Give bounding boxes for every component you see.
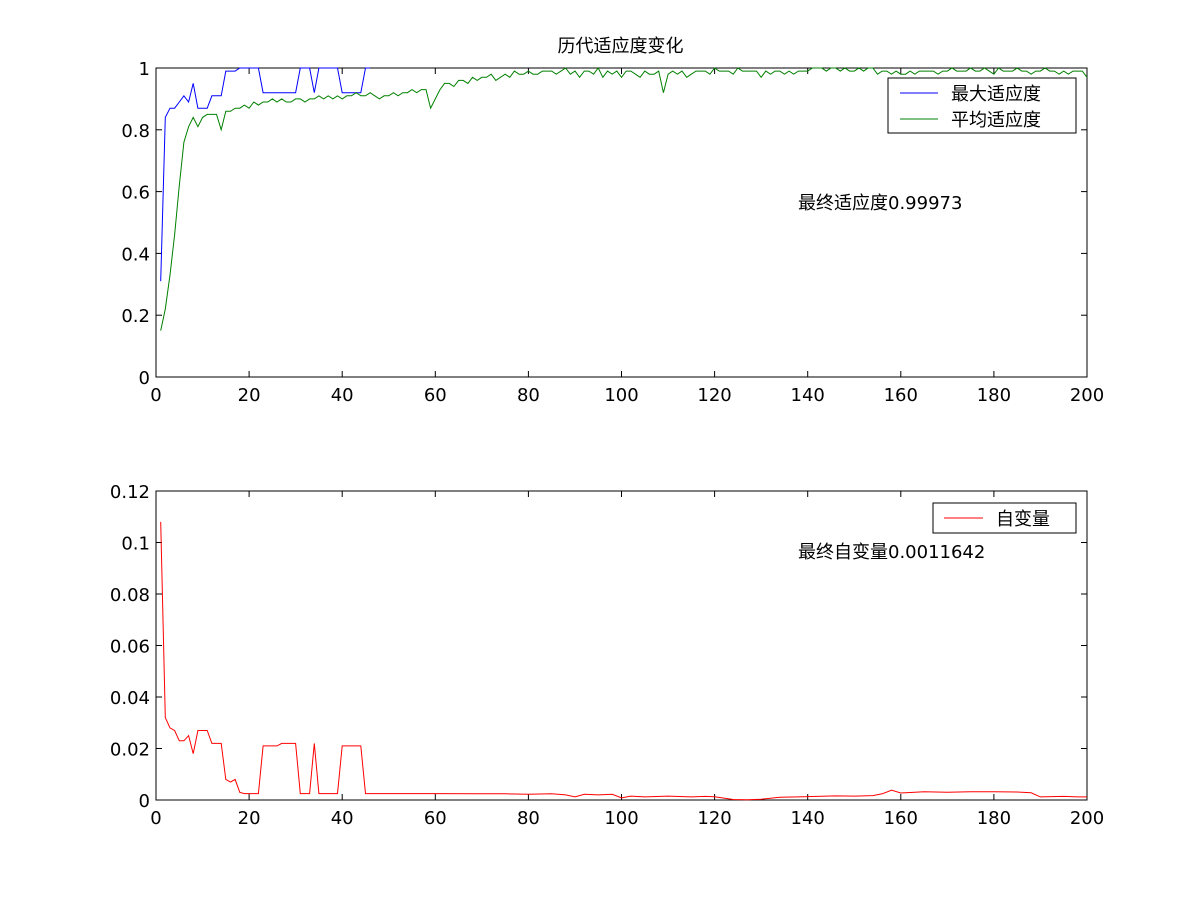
x-axis: 0 20 40 60 80 100 120 140 160 180 200 (150, 491, 1104, 829)
x-tick-label: 80 (517, 385, 540, 406)
y-tick-label: 0.12 (110, 482, 150, 503)
series-lines (160, 67, 1088, 331)
legend-label-max: 最大适应度 (951, 84, 1041, 105)
fitness-plot: 历代适应度变化 0 20 40 60 80 100 120 140 160 180 200 0 0.2… (121, 36, 1104, 406)
y-tick-label: 0 (139, 368, 150, 389)
x-tick-label: 200 (1070, 385, 1104, 406)
legend-box (887, 77, 1077, 134)
series-line-0 (160, 67, 371, 282)
series-lines (160, 521, 1087, 801)
x-tick-label: 80 (517, 808, 540, 829)
y-tick-label: 0.8 (121, 121, 150, 142)
x-tick-label: 40 (331, 385, 354, 406)
variable-plot: 0 20 40 60 80 100 120 140 160 180 200 0 0.02 0.04 0.0… (110, 482, 1104, 829)
x-tick-label: 0 (150, 385, 161, 406)
x-tick-label: 140 (791, 808, 825, 829)
legend-label-variable: 自变量 (996, 509, 1050, 530)
x-tick-label: 180 (977, 385, 1011, 406)
x-tick-label: 160 (884, 385, 918, 406)
series-line-1 (160, 67, 1088, 331)
legend: 最大适应度 平均适应度 (887, 77, 1077, 134)
y-axis: 0 0.02 0.04 0.06 0.08 0.1 0.12 (110, 482, 1087, 812)
series-line-0 (160, 521, 1087, 801)
y-tick-label: 0.2 (121, 306, 150, 327)
x-tick-label: 180 (977, 808, 1011, 829)
y-tick-label: 0.06 (110, 637, 150, 658)
final-fitness-annotation: 最终适应度0.99973 (798, 193, 962, 214)
y-axis: 0 0.2 0.4 0.6 0.8 1 (121, 59, 1087, 389)
y-tick-label: 0.1 (121, 534, 150, 555)
x-tick-label: 60 (424, 385, 447, 406)
y-tick-label: 0.02 (110, 740, 150, 761)
y-tick-label: 0 (139, 791, 150, 812)
x-tick-label: 20 (238, 808, 261, 829)
legend-label-mean: 平均适应度 (951, 110, 1041, 131)
x-tick-label: 40 (331, 808, 354, 829)
y-tick-label: 1 (139, 59, 150, 80)
plot-title: 历代适应度变化 (558, 36, 684, 57)
y-tick-label: 0.6 (121, 183, 150, 204)
y-tick-label: 0.04 (110, 688, 150, 709)
final-variable-annotation: 最终自变量0.0011642 (798, 542, 985, 563)
legend: 自变量 (932, 502, 1077, 534)
x-tick-label: 120 (697, 808, 731, 829)
y-tick-label: 0.4 (121, 244, 150, 265)
x-tick-label: 140 (791, 385, 825, 406)
y-tick-label: 0.08 (110, 585, 150, 606)
x-tick-label: 100 (604, 385, 638, 406)
x-tick-label: 120 (697, 385, 731, 406)
x-tick-label: 160 (884, 808, 918, 829)
x-tick-label: 20 (238, 385, 261, 406)
x-tick-label: 100 (604, 808, 638, 829)
x-tick-label: 60 (424, 808, 447, 829)
x-tick-label: 200 (1070, 808, 1104, 829)
x-axis: 0 20 40 60 80 100 120 140 160 180 200 (150, 68, 1104, 406)
x-tick-label: 0 (150, 808, 161, 829)
